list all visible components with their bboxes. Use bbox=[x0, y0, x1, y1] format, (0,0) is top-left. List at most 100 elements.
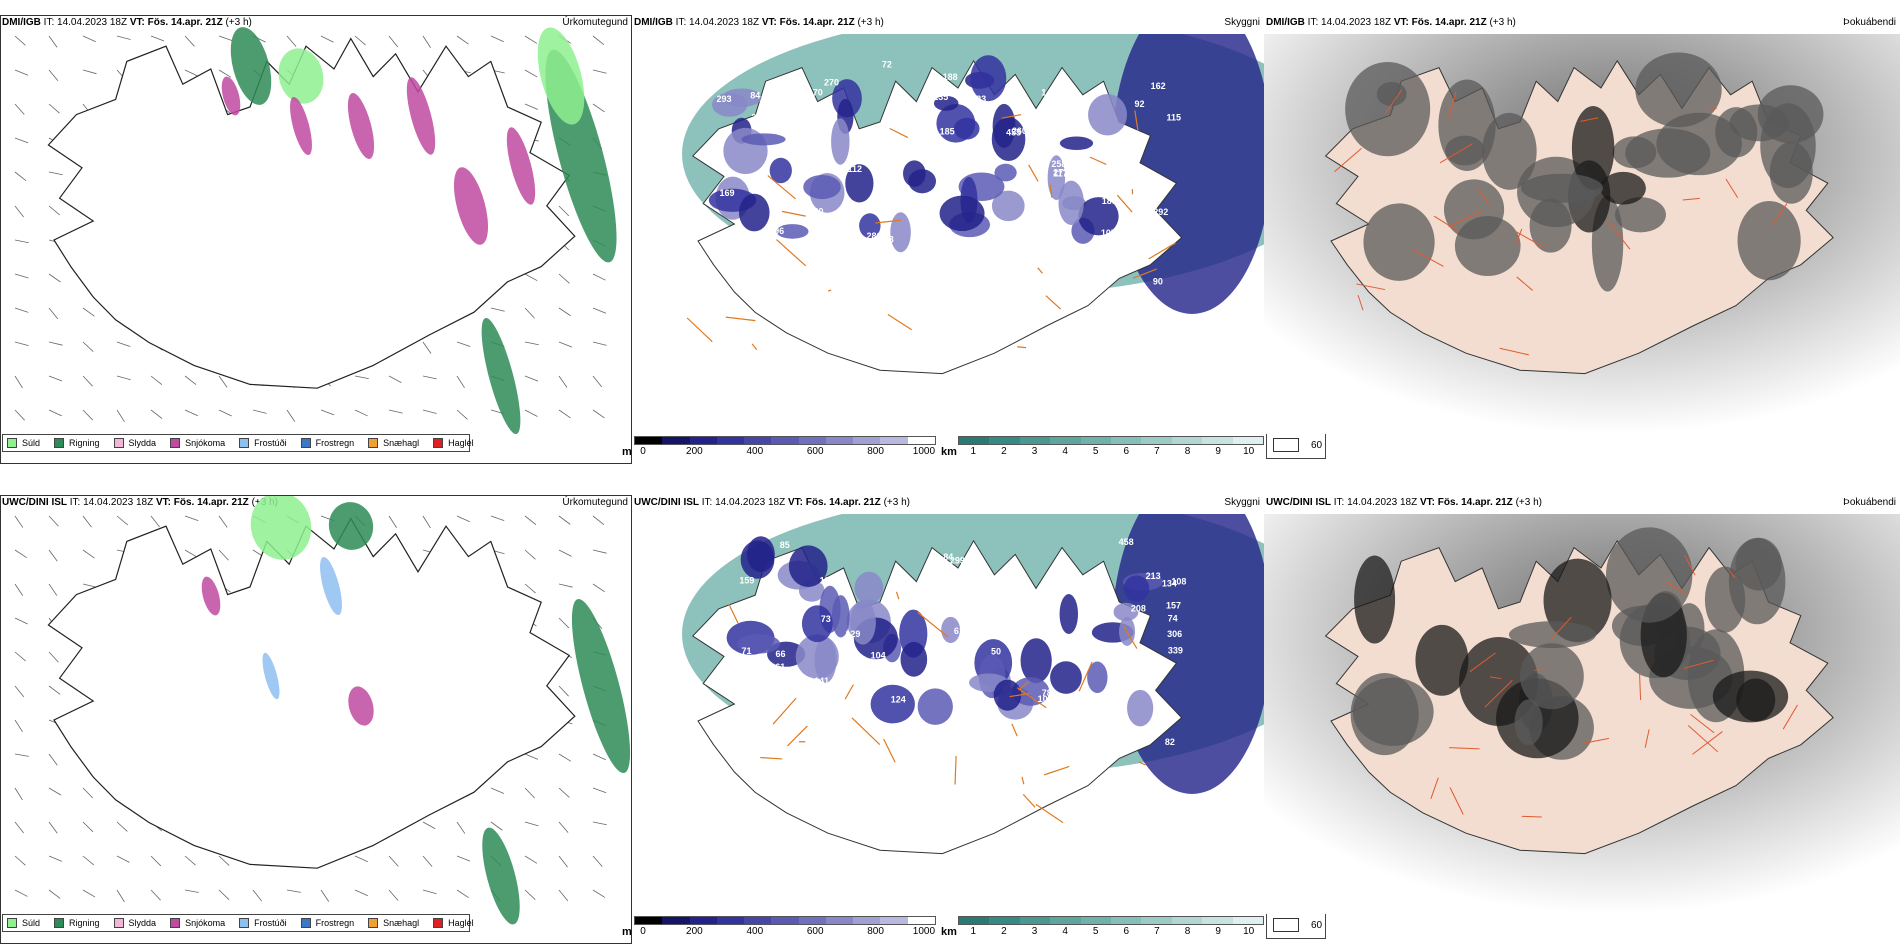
legend-item: Slydda bbox=[113, 918, 156, 928]
cloudbase-value: 160 bbox=[808, 207, 823, 217]
precip-type-legend: Súld Rigning Slydda Snjókoma Frostúði Frostre… bbox=[2, 914, 474, 932]
panel-parameter: Skyggni bbox=[1224, 17, 1260, 28]
tick-label: 800 bbox=[867, 446, 884, 457]
iceland-coastline bbox=[692, 59, 1183, 375]
cloudbase-value: 109 bbox=[947, 672, 962, 682]
tick-label: 1 bbox=[970, 926, 977, 937]
iceland-coastline bbox=[47, 517, 576, 869]
cloudbase-value: 83 bbox=[850, 731, 860, 741]
cloudbase-value: 253 bbox=[751, 112, 766, 122]
cloudbase-value: 116 bbox=[1022, 760, 1037, 770]
cloudbase-value: 15 bbox=[888, 602, 898, 612]
cloudbase-value: 99 bbox=[1150, 242, 1160, 252]
legend-item: Rigning bbox=[54, 438, 100, 448]
row-1-precip-panel: DMI/IGB IT: 14.04.2023 18Z VT: Fös. 14.a… bbox=[0, 14, 632, 464]
legend-label: 60 bbox=[1311, 439, 1323, 451]
cloudbase-value: 84 bbox=[943, 552, 953, 562]
legend-item: Frostregn bbox=[300, 918, 354, 928]
cloudbase-value: 128 bbox=[1043, 732, 1058, 742]
cloudbase-value: 67 bbox=[1002, 583, 1012, 593]
legend-item: Frostúði bbox=[239, 438, 287, 448]
model-name: UWC/DINI ISL bbox=[2, 497, 67, 508]
cloudbase-value: 135 bbox=[820, 576, 835, 586]
cloudbase-value: 80 bbox=[1162, 182, 1172, 192]
cloudbase-value: 68 bbox=[971, 275, 981, 285]
cloudbase-value: 105 bbox=[753, 673, 768, 683]
cloudbase-value: 159 bbox=[742, 740, 757, 750]
legend-item: Snjókoma bbox=[170, 918, 225, 928]
tick-label: 1000 bbox=[912, 926, 936, 937]
tick-label: 4 bbox=[1062, 446, 1068, 457]
cloudbase-value: 132 bbox=[981, 578, 996, 588]
cloudbase-value: 306 bbox=[1167, 629, 1182, 639]
tick-label: 400 bbox=[746, 446, 764, 457]
cloudbase-value: 458 bbox=[1119, 537, 1134, 547]
tick-label: 1 bbox=[970, 446, 977, 457]
model-name: DMI/IGB bbox=[634, 17, 673, 28]
row-2-fog-panel: UWC/DINI ISL IT: 14.04.2023 18Z VT: Fös.… bbox=[1264, 494, 1900, 944]
cloudbase-value: 115 bbox=[1167, 112, 1182, 122]
cloudbase-value: 84 bbox=[927, 78, 937, 88]
fog-dark-areas bbox=[1345, 52, 1824, 292]
legend-swatch bbox=[113, 438, 124, 448]
cloudbase-value: 78 bbox=[1042, 688, 1052, 698]
cloudbase-value: 104 bbox=[980, 165, 995, 175]
cloudbase-value: 299 bbox=[950, 556, 965, 566]
cloudbase-value: 324 bbox=[821, 245, 836, 255]
cloudbase-value: 167 bbox=[715, 249, 730, 259]
cloudbase-unit: m bbox=[622, 446, 632, 458]
cloudbase-value: 130 bbox=[1053, 562, 1068, 572]
cloudbase-unit: m bbox=[622, 926, 632, 938]
tick-label: 3 bbox=[1031, 446, 1038, 457]
fog-index-map bbox=[1264, 514, 1900, 914]
fog-dark-areas bbox=[1350, 527, 1789, 760]
cloudbase-value: 71 bbox=[741, 646, 751, 656]
legend-label: Rigning bbox=[69, 438, 100, 448]
cloudbase-value: 84 bbox=[750, 91, 760, 101]
cloudbase-value: 67 bbox=[1026, 215, 1036, 225]
cloudbase-value: 120 bbox=[1016, 156, 1031, 166]
fog-index-map bbox=[1264, 34, 1900, 434]
cloudbase-value: 201 bbox=[1018, 171, 1033, 181]
cloudbase-value: 199 bbox=[1099, 716, 1114, 726]
cloudbase-value: 90 bbox=[846, 698, 856, 708]
tick-label: 8 bbox=[1184, 446, 1191, 457]
row-1-fog-panel: DMI/IGB IT: 14.04.2023 18Z VT: Fös. 14.a… bbox=[1264, 14, 1900, 464]
legend-item: Frostregn bbox=[300, 438, 354, 448]
legend-label: Súld bbox=[22, 918, 41, 928]
cloudbase-value: 159 bbox=[858, 132, 873, 142]
tick-label: 600 bbox=[806, 926, 824, 937]
cloudbase-value: 90 bbox=[1153, 277, 1163, 287]
cloudbase-value: 487 bbox=[751, 723, 766, 733]
legend-label: Snæhagl bbox=[383, 918, 420, 928]
cloudbase-value: 73 bbox=[957, 646, 967, 656]
cloudbase-value: 235 bbox=[933, 92, 948, 102]
legend-item: Haglél bbox=[433, 438, 474, 448]
cloudbase-value: 292 bbox=[1153, 207, 1168, 217]
cloudbase-value: 293 bbox=[716, 94, 731, 104]
legend-swatch bbox=[368, 438, 379, 448]
cloudbase-value: 50 bbox=[991, 647, 1001, 657]
legend-label: Frostúði bbox=[254, 438, 287, 448]
tick-label: 9 bbox=[1215, 446, 1221, 457]
cloudbase-value: 71 bbox=[1064, 255, 1074, 265]
tick-label: 200 bbox=[686, 446, 703, 457]
legend-swatch bbox=[170, 918, 181, 928]
tick-label: 6 bbox=[1123, 926, 1130, 937]
cloudbase-value: 277 bbox=[1053, 167, 1068, 177]
cloudbase-field bbox=[726, 536, 1163, 727]
tick-label: 1000 bbox=[912, 446, 936, 457]
panel-title: UWC/DINI ISL IT: 14.04.2023 18Z VT: Fös.… bbox=[1264, 494, 1900, 512]
cloudbase-value: 127 bbox=[1139, 239, 1154, 249]
precip-patches bbox=[221, 27, 617, 435]
visibility-colorbar: km 1 2 3 4 5 6 7 8 9 10 bbox=[941, 436, 1264, 459]
legend-swatch bbox=[433, 438, 444, 448]
cloudbase-value: 141 bbox=[814, 676, 829, 686]
legend-swatch bbox=[433, 918, 444, 928]
cloudbase-value: 132 bbox=[783, 683, 798, 693]
tick-label: 10 bbox=[1243, 446, 1255, 457]
legend-swatch bbox=[113, 918, 124, 928]
cloudbase-value: 178 bbox=[816, 745, 831, 755]
cloudbase-value: 87 bbox=[1093, 589, 1103, 599]
cloudbase-colorbar: m 0 200 400 600 800 1000 bbox=[622, 436, 936, 459]
